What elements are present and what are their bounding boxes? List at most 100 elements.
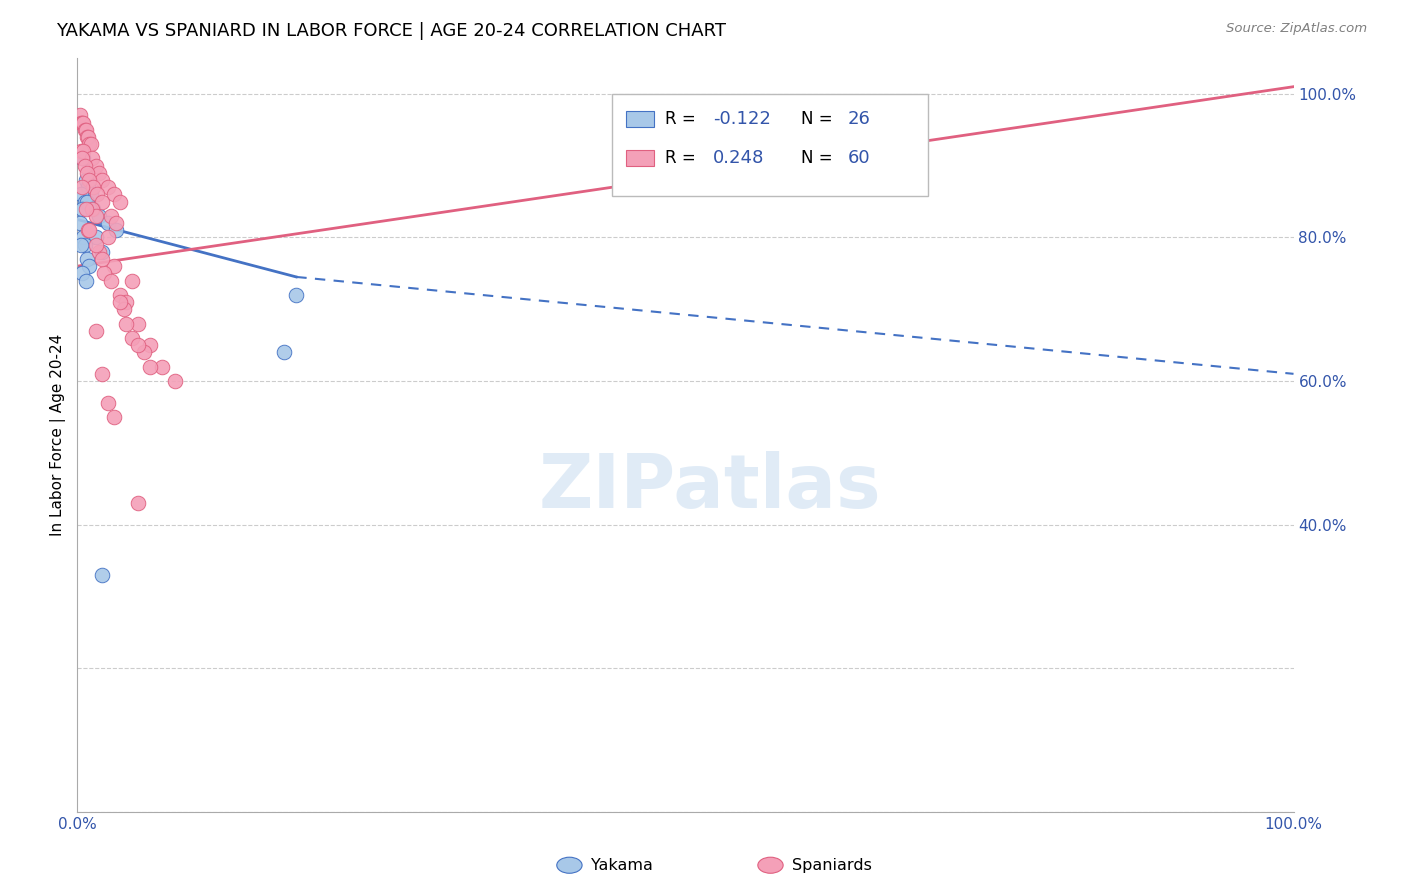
Point: [73, 237, 96, 252]
Text: N =: N =: [801, 110, 838, 128]
Point: [75, 273, 97, 287]
Point: [69, 216, 91, 230]
Point: [108, 194, 131, 209]
Point: [89, 209, 111, 223]
Text: Yakama: Yakama: [591, 858, 652, 872]
Point: [75, 173, 97, 187]
Point: [100, 273, 122, 287]
Point: [90, 173, 112, 187]
Point: [90, 244, 112, 259]
Text: 60: 60: [848, 149, 870, 167]
Point: [105, 216, 128, 230]
Point: [115, 317, 138, 331]
Point: [69, 108, 91, 122]
Point: [105, 223, 128, 237]
Point: [163, 374, 186, 388]
Point: [112, 302, 135, 317]
Point: [84, 159, 107, 173]
Point: [285, 288, 308, 302]
Point: [73, 194, 96, 209]
Point: [80, 152, 103, 166]
Point: [100, 209, 122, 223]
Point: [73, 122, 96, 136]
Point: [80, 202, 103, 216]
Point: [79, 259, 101, 273]
Point: [70, 145, 93, 159]
Point: [72, 145, 94, 159]
Point: [103, 409, 125, 424]
Point: [97, 395, 120, 409]
Text: ZIPatlas: ZIPatlas: [538, 451, 882, 524]
Point: [89, 166, 111, 180]
Text: Source: ZipAtlas.com: Source: ZipAtlas.com: [1226, 22, 1367, 36]
Point: [79, 223, 101, 237]
Point: [76, 194, 98, 209]
Point: [108, 288, 131, 302]
Point: [70, 115, 93, 129]
Point: [70, 266, 93, 280]
Point: [72, 152, 94, 166]
Point: [75, 202, 97, 216]
Text: 26: 26: [848, 110, 870, 128]
Text: N =: N =: [801, 149, 838, 167]
Point: [97, 216, 120, 230]
Point: [84, 209, 107, 223]
Point: [127, 496, 149, 510]
Point: [77, 223, 100, 237]
Point: [70, 152, 93, 166]
Text: R =: R =: [665, 110, 702, 128]
Point: [80, 187, 103, 202]
Point: [73, 159, 96, 173]
Point: [86, 187, 108, 202]
Point: [70, 202, 93, 216]
Point: [76, 130, 98, 145]
Point: [80, 137, 103, 152]
Point: [115, 295, 138, 310]
Point: [70, 152, 93, 166]
Point: [152, 359, 174, 374]
Point: [90, 252, 112, 266]
Point: [72, 230, 94, 244]
Text: 0.248: 0.248: [713, 149, 765, 167]
Point: [121, 331, 143, 345]
Point: [77, 130, 100, 145]
Point: [76, 252, 98, 266]
Point: [127, 317, 149, 331]
Point: [134, 345, 156, 359]
Text: YAKAMA VS SPANIARD IN LABOR FORCE | AGE 20-24 CORRELATION CHART: YAKAMA VS SPANIARD IN LABOR FORCE | AGE …: [56, 22, 727, 40]
Point: [90, 367, 112, 381]
Point: [108, 295, 131, 310]
Point: [84, 230, 107, 244]
Point: [103, 259, 125, 273]
Point: [79, 137, 101, 152]
Point: [93, 266, 115, 280]
Point: [77, 180, 100, 194]
Point: [121, 273, 143, 287]
Point: [84, 237, 107, 252]
Point: [139, 359, 162, 374]
Point: [90, 567, 112, 582]
Point: [82, 202, 104, 216]
Point: [75, 122, 97, 136]
Text: -0.122: -0.122: [713, 110, 770, 128]
Point: [97, 230, 120, 244]
Point: [70, 187, 93, 202]
Text: Spaniards: Spaniards: [792, 858, 872, 872]
Point: [139, 338, 162, 352]
Y-axis label: In Labor Force | Age 20-24: In Labor Force | Age 20-24: [49, 334, 66, 536]
Point: [70, 180, 93, 194]
Point: [103, 187, 125, 202]
Point: [72, 115, 94, 129]
Point: [89, 244, 111, 259]
Point: [97, 180, 120, 194]
Point: [82, 180, 104, 194]
Point: [70, 237, 93, 252]
Point: [76, 166, 98, 180]
Point: [79, 173, 101, 187]
Text: R =: R =: [665, 149, 702, 167]
Point: [90, 194, 112, 209]
Point: [84, 324, 107, 338]
Point: [70, 115, 93, 129]
Point: [273, 345, 295, 359]
Point: [127, 338, 149, 352]
